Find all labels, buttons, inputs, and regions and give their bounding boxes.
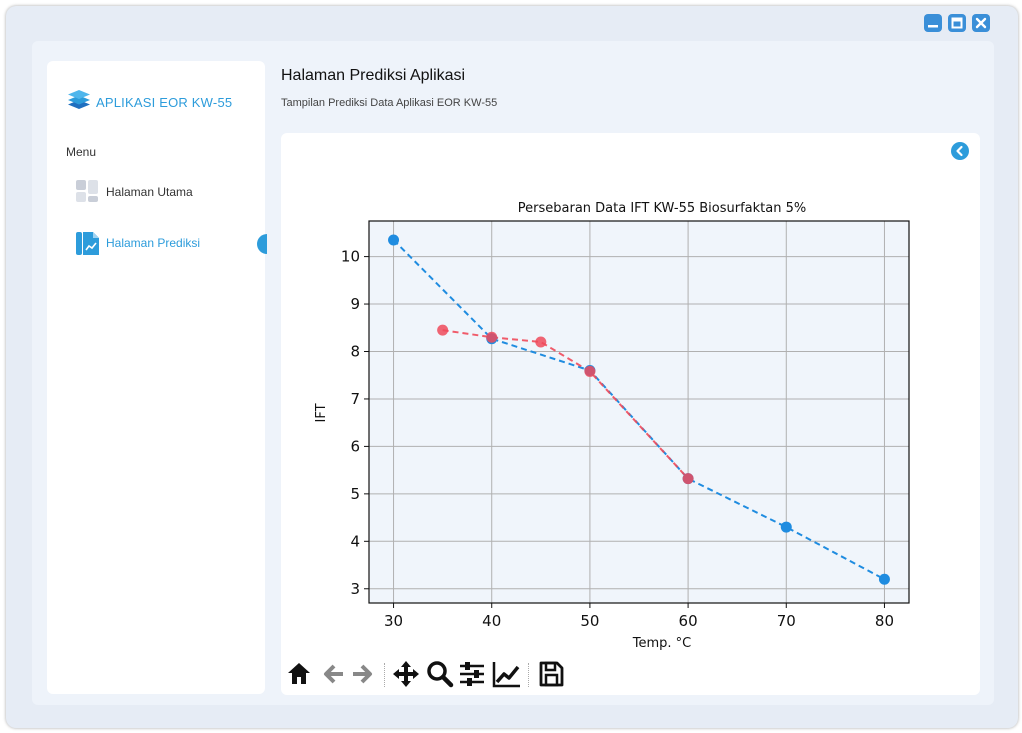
page-title: Halaman Prediksi Aplikasi xyxy=(281,67,466,84)
y-tick-label: 10 xyxy=(341,248,360,266)
page-subtitle: Tampilan Prediksi Data Aplikasi EOR KW-5… xyxy=(281,97,498,109)
series-line xyxy=(392,239,885,581)
toolbar-separator xyxy=(528,663,529,687)
data-point xyxy=(682,473,694,485)
app-window: APLIKASI EOR KW-55 Menu Halaman Utama xyxy=(6,6,1018,728)
save-button[interactable] xyxy=(537,659,565,689)
pan-button[interactable] xyxy=(391,659,419,689)
y-tick-label: 9 xyxy=(350,295,360,313)
menu-label: Menu xyxy=(66,145,97,159)
y-tick-label: 4 xyxy=(350,532,360,550)
x-tick-label: 70 xyxy=(777,612,796,630)
zoom-button[interactable] xyxy=(425,659,454,689)
toolbar-separator xyxy=(384,663,385,687)
dashboard-icon xyxy=(76,180,98,202)
y-tick-label: 7 xyxy=(350,390,360,408)
data-point xyxy=(584,365,596,377)
data-point xyxy=(780,521,792,533)
layers-icon xyxy=(68,90,90,109)
data-point xyxy=(437,324,449,336)
data-point xyxy=(535,336,547,348)
back-button[interactable] xyxy=(319,659,347,689)
ift-chart: 30 40 50 60 70 80 3 4 5 6 7 8 9 10 Persebaran Data IF… xyxy=(314,201,910,651)
content-card: 30 40 50 60 70 80 3 4 5 6 7 8 9 10 Persebaran Data IF… xyxy=(281,133,980,695)
minimize-window-button[interactable] xyxy=(924,14,942,32)
forward-button[interactable] xyxy=(349,659,377,689)
configure-subplots-button[interactable] xyxy=(457,659,485,689)
x-tick-label: 50 xyxy=(580,612,599,630)
home-icon xyxy=(288,663,310,684)
y-tick-label: 6 xyxy=(350,437,360,455)
maximize-icon xyxy=(951,17,963,29)
edit-axis-icon xyxy=(492,662,520,688)
x-tick-label: 40 xyxy=(482,612,501,630)
forward-arrow-icon xyxy=(353,664,372,684)
app-title: APLIKASI EOR KW-55 xyxy=(96,95,233,110)
data-point xyxy=(486,331,498,343)
close-icon xyxy=(975,17,987,29)
configure-subplots-icon xyxy=(460,662,484,686)
chevron-left-icon xyxy=(956,145,963,157)
main-panel: APLIKASI EOR KW-55 Menu Halaman Utama xyxy=(32,41,994,705)
active-indicator xyxy=(257,234,267,254)
pan-icon xyxy=(393,661,419,687)
data-point xyxy=(388,234,400,246)
chart-title: Persebaran Data IFT KW-55 Biosurfaktan 5… xyxy=(518,201,806,216)
maximize-window-button[interactable] xyxy=(948,14,966,32)
close-window-button[interactable] xyxy=(972,14,990,32)
series-line xyxy=(442,329,689,480)
x-axis-label: Temp. °C xyxy=(632,636,692,651)
edit-axis-button[interactable] xyxy=(491,659,520,689)
data-point xyxy=(878,573,890,585)
plot-toolbar xyxy=(285,659,645,691)
y-axis-label: IFT xyxy=(314,403,329,422)
plot-area xyxy=(369,221,909,603)
save-icon xyxy=(539,661,564,687)
y-tick-label: 3 xyxy=(350,580,360,598)
collapse-button[interactable] xyxy=(951,142,969,160)
y-tick-label: 5 xyxy=(350,485,360,503)
x-tick-label: 30 xyxy=(384,612,403,630)
plot-frame xyxy=(368,220,910,604)
sidebar-item-label: Halaman Prediksi xyxy=(106,236,201,250)
sidebar-item-label: Halaman Utama xyxy=(106,185,193,199)
chart-file-icon xyxy=(76,232,99,255)
minimize-icon xyxy=(928,25,938,28)
x-tick-label: 80 xyxy=(875,612,894,630)
x-tick-label: 60 xyxy=(679,612,698,630)
zoom-icon xyxy=(427,661,454,688)
sidebar: APLIKASI EOR KW-55 Menu Halaman Utama xyxy=(47,61,267,694)
y-tick-label: 8 xyxy=(350,342,360,360)
home-button[interactable] xyxy=(285,659,313,689)
back-arrow-icon xyxy=(324,664,343,684)
sidebar-item-halaman-prediksi[interactable]: Halaman Prediksi xyxy=(73,229,263,257)
sidebar-item-halaman-utama[interactable]: Halaman Utama xyxy=(73,178,263,206)
